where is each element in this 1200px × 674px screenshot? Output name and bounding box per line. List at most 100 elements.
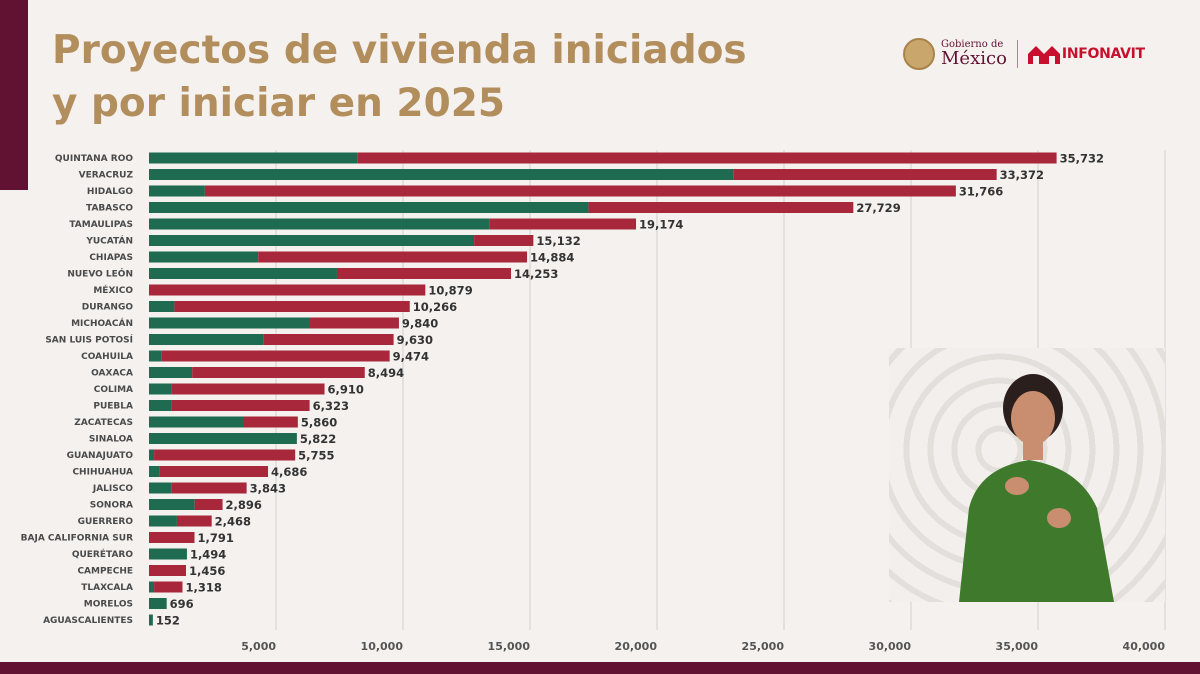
value-label: 10,266	[413, 300, 457, 314]
bar-segment-iniciados	[149, 548, 187, 560]
category-label: HIDALGO	[87, 187, 133, 197]
value-label: 696	[170, 597, 194, 611]
bar-segment-por-iniciar	[588, 202, 854, 213]
value-label: 5,860	[301, 416, 337, 430]
value-label: 6,910	[328, 383, 364, 397]
value-label: 1,791	[197, 531, 233, 545]
value-label: 19,174	[639, 218, 683, 232]
bar-segment-iniciados	[149, 400, 172, 411]
category-label: JALISCO	[92, 484, 133, 494]
x-tick-label: 20,000	[615, 640, 658, 653]
category-label: TAMAULIPAS	[69, 220, 133, 230]
logos: Gobierno de México INFONAVIT	[903, 36, 1173, 72]
category-label: CAMPECHE	[77, 567, 133, 577]
bar-segment-iniciados	[149, 235, 475, 246]
bar-segment-por-iniciar	[204, 185, 956, 197]
category-label: NUEVO LEÓN	[67, 268, 133, 280]
category-label: MORELOS	[84, 600, 133, 610]
gobierno-label-small: Gobierno de	[941, 39, 1004, 50]
bar-segment-iniciados	[149, 416, 243, 428]
value-label: 1,318	[185, 581, 221, 595]
category-label: QUERÉTARO	[72, 548, 134, 560]
category-label: CHIAPAS	[89, 253, 133, 263]
value-label: 2,896	[226, 498, 262, 512]
bar-segment-iniciados	[149, 367, 193, 378]
bar-segment-por-iniciar	[149, 284, 426, 296]
category-label: MICHOACÁN	[71, 317, 133, 329]
value-label: 31,766	[959, 185, 1003, 199]
value-label: 35,732	[1060, 152, 1104, 166]
value-label: 3,843	[250, 482, 286, 496]
value-label: 9,474	[393, 350, 429, 364]
bar-segment-iniciados	[149, 152, 358, 164]
x-tick-label: 30,000	[869, 640, 912, 653]
value-label: 15,132	[536, 234, 580, 248]
category-label: OAXACA	[91, 369, 133, 379]
value-label: 5,755	[298, 449, 334, 463]
value-label: 10,879	[428, 284, 472, 298]
bar-segment-iniciados	[149, 185, 205, 197]
accent-bar-bottom	[0, 662, 1200, 674]
value-label: 6,323	[313, 399, 349, 413]
bar-segment-iniciados	[149, 350, 162, 362]
bar-segment-por-iniciar	[489, 218, 637, 230]
bar-segment-iniciados	[149, 169, 734, 180]
infonavit-houses-icon	[1027, 46, 1060, 64]
bars	[149, 152, 1057, 626]
sign-language-interpreter-inset	[889, 348, 1165, 602]
bar-segment-por-iniciar	[171, 482, 247, 494]
bar-segment-iniciados	[149, 515, 177, 527]
bar-segment-por-iniciar	[174, 301, 410, 312]
category-label: VERACRUZ	[79, 171, 134, 181]
bar-segment-iniciados	[149, 301, 175, 312]
value-label: 14,884	[530, 251, 574, 265]
category-label: DURANGO	[82, 303, 134, 313]
bar-segment-por-iniciar	[171, 383, 325, 395]
category-label: AGUASCALIENTES	[43, 616, 133, 626]
bar-segment-iniciados	[149, 218, 490, 230]
bar-segment-por-iniciar	[192, 367, 365, 378]
bar-segment-por-iniciar	[474, 235, 534, 246]
value-labels: 35,732 33,372 31,766 27,729 19,174 15,132 14,8…	[156, 152, 1104, 628]
bar-segment-por-iniciar	[154, 449, 296, 461]
category-label: COAHUILA	[81, 352, 133, 362]
gobierno-seal-icon	[903, 38, 935, 70]
x-tick-label: 35,000	[996, 640, 1039, 653]
bar-segment-iniciados	[149, 383, 172, 395]
bar-segment-iniciados	[149, 334, 264, 345]
title-line-2: y por iniciar en 2025	[52, 81, 505, 126]
bar-segment-por-iniciar	[149, 532, 195, 543]
bar-segment-por-iniciar	[263, 334, 394, 345]
x-tick-label: 5,000	[241, 640, 276, 653]
bar-segment-iniciados	[149, 581, 155, 593]
value-label: 8,494	[368, 366, 404, 380]
infonavit-logo: INFONAVIT	[1061, 46, 1145, 62]
bar-segment-iniciados	[149, 202, 589, 213]
bar-segment-iniciados	[149, 449, 155, 461]
category-label: TABASCO	[86, 204, 133, 214]
bar-segment-por-iniciar	[194, 499, 223, 510]
category-label: CHIHUAHUA	[72, 468, 133, 478]
value-label: 9,840	[402, 317, 438, 331]
category-label: PUEBLA	[93, 402, 133, 412]
category-label: ZACATECAS	[74, 418, 133, 428]
category-label: SAN LUIS POTOSÍ	[45, 334, 133, 346]
bar-segment-iniciados	[149, 317, 310, 329]
bar-segment-iniciados	[149, 499, 195, 510]
category-label: GUANAJUATO	[67, 451, 134, 461]
bar-segment-por-iniciar	[176, 515, 212, 527]
value-label: 14,253	[514, 267, 558, 281]
bar-segment-por-iniciar	[242, 416, 298, 428]
category-label: MÉXICO	[93, 284, 133, 296]
bar-segment-por-iniciar	[149, 565, 186, 576]
category-label: TLAXCALA	[81, 583, 133, 593]
bar-segment-por-iniciar	[159, 466, 269, 477]
x-tick-label: 15,000	[488, 640, 531, 653]
category-label: SINALOA	[89, 435, 133, 445]
title-line-1: Proyectos de vivienda iniciados	[52, 28, 747, 73]
bar-segment-iniciados	[149, 598, 167, 609]
bar-segment-iniciados	[149, 268, 337, 279]
bar-segment-por-iniciar	[357, 152, 1057, 164]
value-label: 1,456	[189, 564, 225, 578]
